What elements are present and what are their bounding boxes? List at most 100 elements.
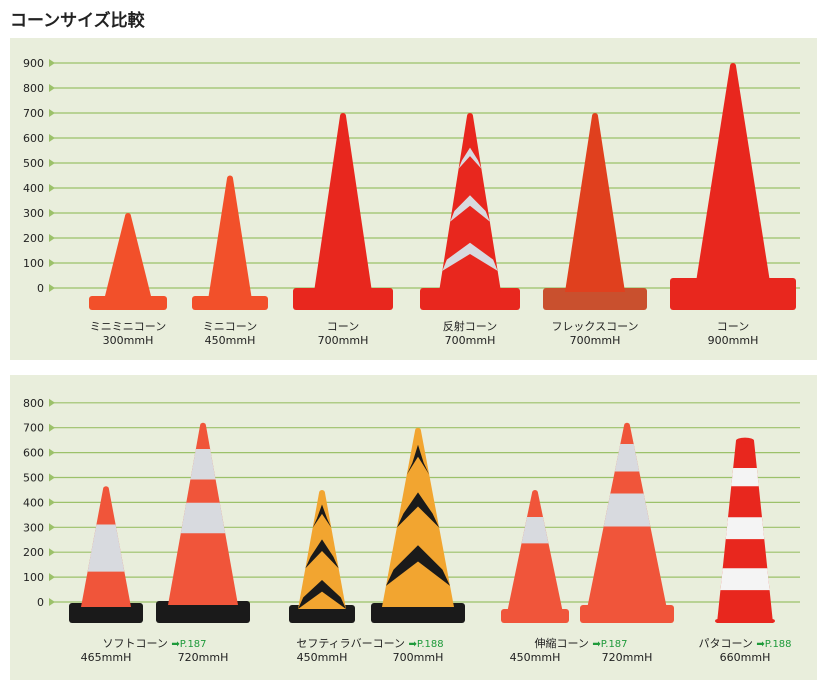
cone-name: コーン — [716, 320, 750, 333]
cone-caption: フレックスコーン 700mmH — [551, 320, 638, 348]
cone-name: 伸縮コーン — [534, 637, 593, 650]
stripe — [458, 147, 482, 169]
y-tick-label: 200 — [23, 546, 44, 559]
cone-caption: 反射コーン 700mmH — [443, 320, 497, 348]
page-reference-link[interactable]: ➡P.188 — [408, 639, 444, 650]
stripe — [406, 444, 430, 475]
y-tick-label: 800 — [23, 82, 44, 95]
reflective-band — [720, 568, 770, 591]
cone-height-label: 450mmH — [204, 334, 256, 347]
y-tick-label: 200 — [23, 232, 44, 245]
y-tick-label: 400 — [23, 182, 44, 195]
cone-height-label: 660mmH — [719, 651, 771, 664]
tick-arrow-icon — [49, 523, 55, 532]
page-reference-link[interactable]: ➡P.187 — [171, 639, 207, 650]
cone-name: ソフトコーン — [102, 637, 172, 650]
page-reference-link[interactable]: ➡P.188 — [756, 639, 792, 650]
cone-2-2 — [371, 427, 465, 623]
cone-name: パタコーン — [698, 637, 757, 650]
cone-height-label: 450mmH — [296, 651, 348, 664]
stripe — [298, 579, 346, 609]
y-tick-label: 500 — [23, 157, 44, 170]
cone-height-label: 700mmH — [444, 334, 496, 347]
tick-arrow-icon — [49, 259, 55, 267]
y-tick-label: 800 — [23, 397, 44, 410]
y-tick-label: 300 — [23, 521, 44, 534]
reflective-band — [603, 493, 651, 527]
stripe — [312, 504, 332, 528]
chart-2-svg: 800 700 600 500 400 300 200 100 0 — [23, 397, 800, 623]
cone-height-label: 300mmH — [102, 334, 154, 347]
cone-name: ミニミニコーン — [89, 320, 167, 333]
stripe — [442, 242, 498, 271]
cone-height-label: 700mmH — [317, 334, 369, 347]
tick-arrow-icon — [49, 234, 55, 242]
cone-height-label: 450mmH — [509, 651, 561, 664]
cone-6 — [670, 63, 796, 310]
cone-1-2 — [156, 422, 250, 623]
y-tick-label: 500 — [23, 472, 44, 485]
cone-group-caption: 伸縮コーン ➡P.187 — [534, 637, 627, 652]
cone-height-label: 465mmH — [80, 651, 132, 664]
tick-arrow-icon — [49, 573, 55, 582]
tick-arrow-icon — [49, 448, 55, 457]
tick-arrow-icon — [49, 159, 55, 167]
cone-height-label: 720mmH — [601, 651, 653, 664]
cone-group-caption: セフティラバーコーン ➡P.188 — [296, 637, 443, 652]
y-tick-label: 0 — [37, 596, 44, 609]
cone-2 — [192, 175, 268, 310]
cone-1-1 — [69, 486, 143, 623]
tick-arrow-icon — [49, 548, 55, 557]
tick-arrow-icon — [49, 209, 55, 217]
cone-4 — [420, 113, 520, 310]
y-tick-label: 300 — [23, 207, 44, 220]
tick-arrow-icon — [49, 134, 55, 142]
cone-name: セフティラバーコーン — [296, 637, 409, 650]
chart-1-svg: 900 800 700 600 500 400 300 200 100 0 — [23, 57, 800, 310]
page-title: コーンサイズ比較 — [10, 11, 145, 31]
cone-caption: コーン 900mmH — [708, 320, 759, 348]
tick-arrow-icon — [49, 498, 55, 507]
tick-arrow-icon — [49, 473, 55, 482]
y-tick-label: 600 — [23, 447, 44, 460]
tick-arrow-icon — [49, 109, 55, 117]
tick-arrow-icon — [49, 284, 55, 292]
y-tick-label: 100 — [23, 257, 44, 270]
y-tick-label: 0 — [37, 282, 44, 295]
cone-comparison-panel-1: 900 800 700 600 500 400 300 200 100 0 ミニミニコーン 300mm… — [10, 38, 817, 360]
cone-name: ミニコーン — [202, 320, 258, 333]
cone-comparison-panel-2: 800 700 600 500 400 300 200 100 0 465mmH 720mmH ソフト… — [10, 375, 817, 680]
cone-group-caption: ソフトコーン ➡P.187 — [102, 637, 206, 652]
reflective-band — [87, 524, 125, 572]
page-reference-link[interactable]: ➡P.187 — [592, 639, 628, 650]
cone-2-1 — [289, 489, 355, 623]
reflective-band — [725, 517, 765, 540]
cone-height-label: 700mmH — [569, 334, 621, 347]
cone-4-1 — [715, 437, 775, 623]
cone-3-2 — [580, 422, 674, 623]
stripe — [450, 195, 490, 222]
reflective-band — [180, 502, 226, 534]
cone-1 — [89, 213, 167, 310]
stripe — [305, 539, 339, 569]
reflective-band — [614, 444, 640, 472]
y-tick-label: 900 — [23, 57, 44, 70]
cone-height-label: 700mmH — [392, 651, 444, 664]
cone-caption: ミニコーン 450mmH — [203, 320, 257, 348]
cone-3-1 — [501, 489, 569, 623]
y-tick-label: 100 — [23, 571, 44, 584]
cone-caption: ミニミニコーン 300mmH — [90, 320, 166, 348]
cone-caption: コーン 700mmH — [318, 320, 369, 348]
cone-name: 反射コーン — [442, 320, 498, 333]
reflective-band — [190, 449, 216, 480]
reflective-band — [521, 516, 549, 544]
y-tick-label: 600 — [23, 132, 44, 145]
cone-height-label: 720mmH — [177, 651, 229, 664]
tick-arrow-icon — [49, 184, 55, 192]
stripe — [396, 492, 440, 528]
cone-name: コーン — [326, 320, 360, 333]
tick-arrow-icon — [49, 398, 55, 407]
cone-group-caption: パタコーン ➡P.188 — [698, 637, 791, 652]
tick-arrow-icon — [49, 598, 55, 606]
cone-height-label: 900mmH — [707, 334, 759, 347]
